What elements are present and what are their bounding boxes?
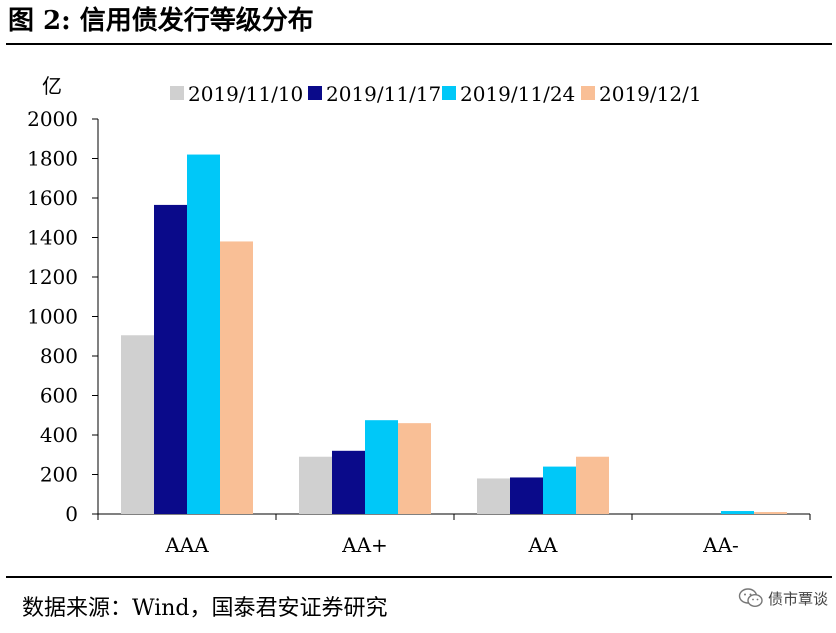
- source-rule: [6, 576, 832, 578]
- x-tick-label: AA-: [702, 533, 739, 557]
- x-tick-label: AA: [528, 533, 558, 557]
- bar: [121, 335, 154, 514]
- legend-label: 2019/11/10: [188, 82, 303, 106]
- legend-swatch: [442, 86, 456, 100]
- y-unit-label: 亿: [42, 74, 62, 98]
- bar: [154, 204, 187, 514]
- bar: [187, 154, 220, 515]
- legend: 2019/11/10 2019/11/17 2019/11/24 2019/12/1: [170, 82, 702, 106]
- y-tick-label: 1400: [27, 226, 78, 250]
- y-axis: 0 200 400 600 800 1000 1200 1400 1600 1800 2000: [27, 107, 99, 526]
- bar-chart: 亿 2019/11/10 2019/11/17 2019/11/24 2019/12/…: [27, 74, 811, 557]
- y-tick-label: 1000: [27, 305, 78, 329]
- watermark: 债市覃谈: [738, 585, 828, 611]
- title-rule: [6, 43, 832, 45]
- bar: [477, 478, 510, 514]
- bar: [398, 423, 431, 514]
- legend-swatch: [308, 86, 322, 100]
- watermark-text: 债市覃谈: [767, 589, 828, 608]
- y-tick-label: 0: [65, 502, 78, 526]
- y-tick-label: 1200: [27, 265, 78, 289]
- legend-label: 2019/11/24: [460, 82, 575, 106]
- bars: [121, 154, 787, 515]
- bar: [299, 456, 332, 514]
- x-tick-label: AAA: [164, 533, 209, 557]
- y-tick-label: 400: [40, 423, 78, 447]
- bar: [543, 466, 576, 514]
- x-tick-label: AA+: [341, 533, 388, 557]
- bar: [365, 420, 398, 514]
- bar: [332, 450, 365, 514]
- legend-swatch: [581, 86, 595, 100]
- bar: [510, 477, 543, 514]
- wechat-icon: [738, 588, 763, 608]
- legend-label: 2019/11/17: [326, 82, 441, 106]
- y-tick-label: 2000: [27, 107, 78, 131]
- y-tick-label: 1800: [27, 147, 78, 171]
- source-note: 数据来源：Wind，国泰君安证券研究: [22, 596, 388, 621]
- bar: [721, 511, 754, 514]
- figure-title: 图 2: 信用债发行等级分布: [8, 6, 314, 36]
- y-tick-label: 200: [40, 463, 78, 487]
- y-tick-label: 800: [40, 344, 78, 368]
- y-tick-label: 600: [40, 384, 78, 408]
- bar: [576, 456, 609, 514]
- legend-swatch: [170, 86, 184, 100]
- x-axis: AAA AA+ AA AA-: [97, 513, 811, 557]
- bar: [754, 512, 787, 514]
- bar: [220, 241, 253, 514]
- legend-label: 2019/12/1: [599, 82, 702, 106]
- y-tick-label: 1600: [27, 186, 78, 210]
